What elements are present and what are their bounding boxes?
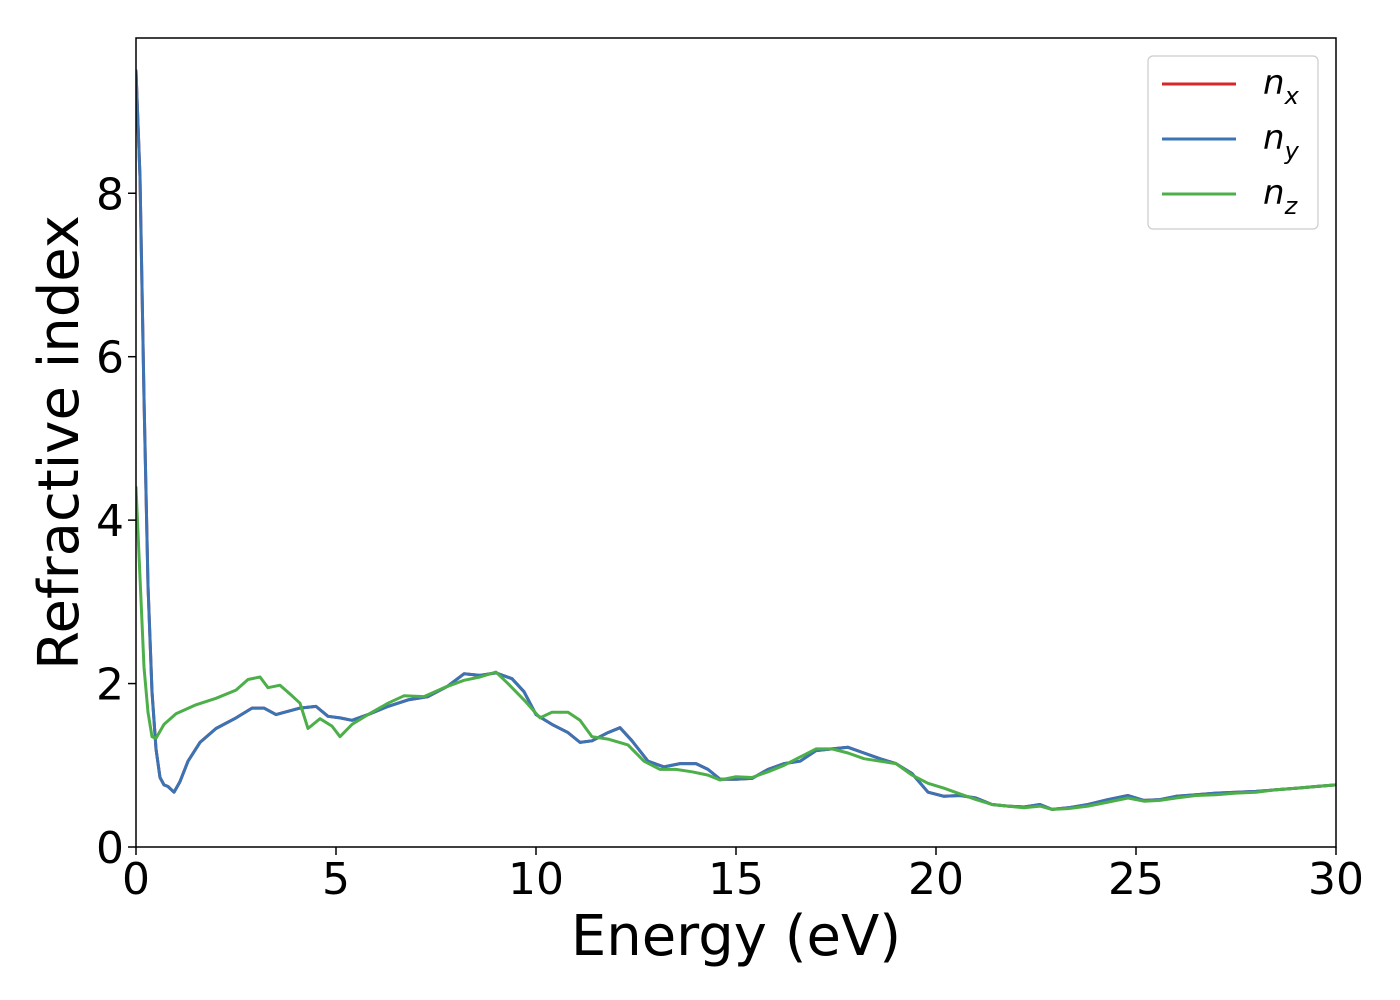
legend-label-ny: ny: [1263, 118, 1300, 165]
legend: nx ny nz: [1147, 55, 1319, 230]
x-tick-label: 0: [122, 854, 150, 905]
y-tick-label: 2: [96, 660, 124, 711]
y-tick-label: 6: [96, 333, 124, 384]
y-axis-title: Refractive index: [27, 215, 92, 670]
x-axis-title: Energy (eV): [571, 904, 901, 969]
x-tick-label: 30: [1308, 854, 1364, 905]
x-tick-label: 5: [322, 854, 350, 905]
y-axis-ticks: 0 2 4 6 8: [96, 169, 136, 874]
series-layer: [136, 69, 1336, 811]
x-tick-label: 25: [1108, 854, 1164, 905]
legend-label-nx: nx: [1263, 63, 1300, 110]
x-axis-ticks: 0 5 10 15 20 25 30: [122, 847, 1364, 905]
x-tick-label: 10: [508, 854, 564, 905]
legend-label-nz: nz: [1263, 173, 1299, 220]
y-tick-label: 8: [96, 169, 124, 220]
x-tick-label: 15: [708, 854, 764, 905]
y-tick-label: 0: [96, 823, 124, 874]
x-tick-label: 20: [908, 854, 964, 905]
y-tick-label: 4: [96, 496, 124, 547]
series-line-nz: [136, 485, 1336, 811]
legend-box: [1147, 55, 1319, 230]
